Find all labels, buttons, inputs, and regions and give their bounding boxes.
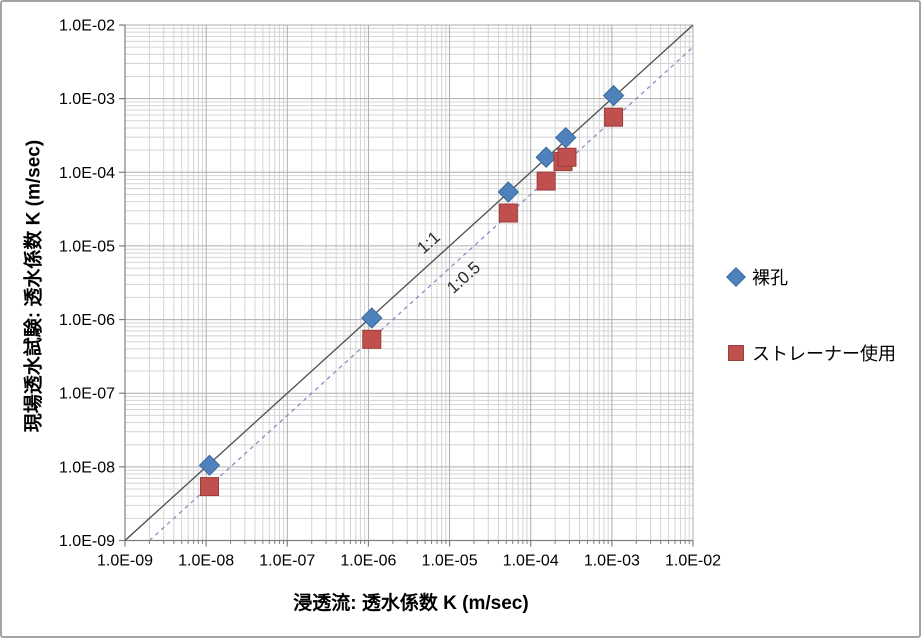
x-tick-label: 1.0E-06	[340, 553, 396, 570]
x-tick-label: 1.0E-03	[584, 553, 640, 570]
y-tick-labels: 1.0E-02 1.0E-03 1.0E-04 1.0E-05 1.0E-06 1.0E-…	[59, 18, 115, 551]
x-tick-label: 1.0E-02	[665, 553, 721, 570]
y-tick-label: 1.0E-05	[59, 238, 115, 255]
data-point-series-2	[557, 147, 577, 167]
data-point-series-1	[497, 181, 520, 203]
legend-label-strainer: ストレーナー使用	[752, 344, 896, 364]
y-tick-label: 1.0E-02	[59, 18, 115, 35]
axes	[119, 24, 694, 547]
x-tick-labels: 1.0E-09 1.0E-08 1.0E-07 1.0E-06 1.0E-05 1.0E-…	[97, 553, 721, 570]
y-tick-label: 1.0E-07	[59, 386, 115, 403]
legend-label-bare-hole: 裸孔	[752, 268, 788, 288]
x-tick-label: 1.0E-07	[259, 553, 315, 570]
data-point-series-2	[362, 329, 382, 349]
square-marker-icon	[728, 345, 744, 361]
data-point-series-1	[555, 126, 577, 149]
series-1-points	[198, 84, 625, 477]
x-tick-label: 1.0E-04	[503, 553, 559, 570]
y-tick-label: 1.0E-09	[59, 533, 115, 550]
reference-lines	[124, 24, 694, 541]
data-point-series-1	[361, 307, 383, 329]
x-tick-label: 1.0E-08	[178, 553, 234, 570]
data-point-series-2	[536, 171, 556, 191]
y-tick-label: 1.0E-06	[59, 312, 115, 329]
legend-item-bare-hole: 裸孔	[726, 264, 896, 290]
diamond-marker-icon	[726, 267, 746, 287]
x-tick-label: 1.0E-05	[422, 553, 478, 570]
data-point-series-2	[200, 477, 220, 497]
data-point-series-1	[535, 146, 557, 168]
legend: 裸孔 ストレーナー使用	[726, 264, 896, 366]
minor-gridlines	[125, 25, 693, 541]
x-tick-label: 1.0E-09	[97, 553, 153, 570]
y-tick-label: 1.0E-03	[59, 91, 115, 108]
data-point-series-1	[198, 454, 221, 477]
data-point-series-2	[604, 107, 624, 127]
reference-line-half	[148, 46, 694, 541]
y-tick-label: 1.0E-08	[59, 459, 115, 476]
y-axis-title: 現場透水試験: 透水係数 K (m/sec)	[23, 139, 45, 433]
data-point-series-1	[602, 84, 625, 107]
data-point-series-2	[498, 203, 518, 223]
y-tick-label: 1.0E-04	[59, 165, 115, 182]
x-axis-title: 浸透流: 透水係数 K (m/sec)	[293, 593, 529, 614]
reference-line-one-to-one	[124, 24, 694, 541]
legend-item-strainer: ストレーナー使用	[726, 340, 896, 366]
series-2-points	[200, 107, 624, 497]
